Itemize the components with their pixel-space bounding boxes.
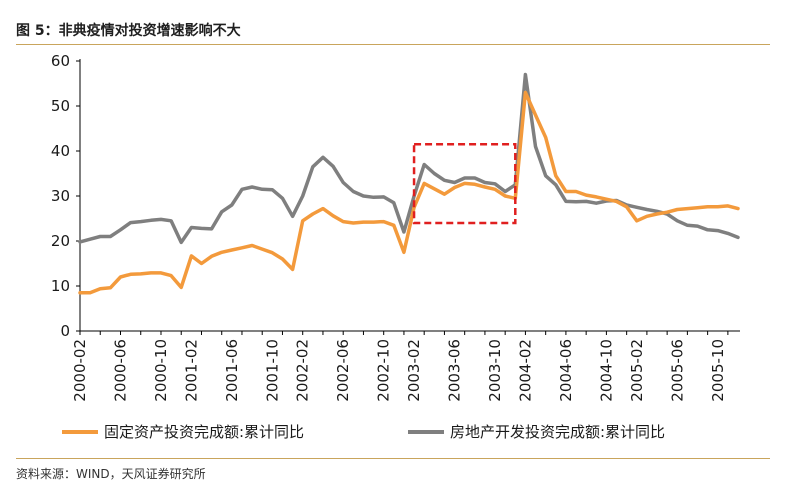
- footer-divider: [16, 458, 770, 459]
- x-tick-label: 2004-10: [597, 339, 615, 402]
- y-tick-label: 0: [60, 322, 70, 340]
- y-tick-label: 10: [51, 277, 70, 295]
- series-line-fixed-asset: [78, 90, 740, 295]
- x-tick-label: 2001-10: [263, 339, 281, 402]
- series-lines: [78, 72, 740, 295]
- x-tick-label: 2003-02: [405, 339, 423, 402]
- legend-item-fixed-asset-label: 固定资产投资完成额:累计同比: [104, 423, 304, 441]
- x-tick-label: 2002-06: [334, 339, 352, 402]
- x-tick-label: 2000-02: [71, 339, 89, 402]
- x-tick-label: 2001-02: [182, 339, 200, 402]
- x-tick-label: 2002-02: [294, 339, 312, 402]
- highlight-box-group: [412, 143, 517, 225]
- x-tick-label: 2002-10: [375, 339, 393, 402]
- y-tick-label: 20: [51, 232, 70, 250]
- figure-title: 图 5：非典疫情对投资增速影响不大: [16, 23, 241, 39]
- x-tick-label: 2005-10: [709, 339, 727, 402]
- x-tick-label: 2004-06: [557, 339, 575, 402]
- y-tick-label: 60: [51, 52, 70, 70]
- x-tick-label: 2004-02: [516, 339, 534, 402]
- x-tick-label: 2005-02: [628, 339, 646, 402]
- x-tick-label: 2003-06: [446, 339, 464, 402]
- y-tick-label: 50: [51, 97, 70, 115]
- series-line-real-estate: [78, 72, 740, 245]
- x-tick-label: 2001-06: [223, 339, 241, 402]
- y-tick-label: 30: [51, 187, 70, 205]
- source-note: 资料来源：WIND，天风证券研究所: [16, 467, 206, 481]
- y-tick-label: 40: [51, 142, 70, 160]
- highlight-box: [412, 143, 517, 225]
- title-divider: [16, 44, 770, 45]
- x-tick-label: 2000-10: [152, 339, 170, 402]
- x-tick-label: 2000-06: [111, 339, 129, 402]
- x-axis: 2000-02 2000-06 2000-10 2001-02 2001-06 2001-…: [71, 330, 740, 402]
- legend-item-real-estate-label: 房地产开发投资完成额:累计同比: [450, 423, 665, 441]
- x-tick-label: 2005-06: [668, 339, 686, 402]
- x-tick-label: 2003-10: [486, 339, 504, 402]
- legend: 固定资产投资完成额:累计同比 房地产开发投资完成额:累计同比: [62, 423, 665, 441]
- y-axis: 0 10 20 30 40 50 60: [51, 52, 81, 340]
